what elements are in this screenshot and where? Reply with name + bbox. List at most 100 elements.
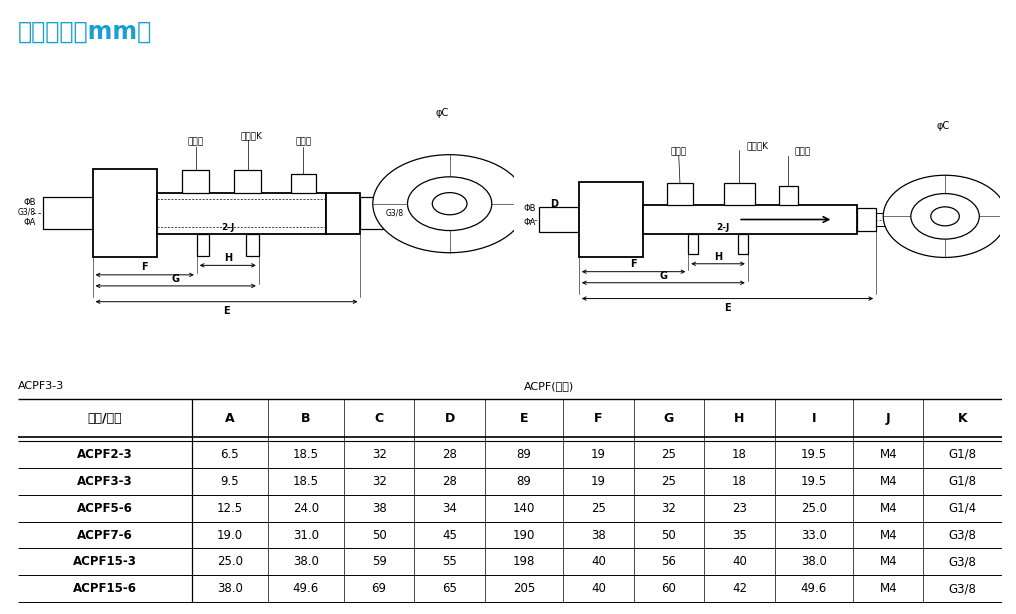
Circle shape	[910, 193, 979, 239]
Text: D: D	[550, 199, 558, 209]
Text: 50: 50	[661, 529, 677, 542]
Text: M4: M4	[880, 556, 897, 569]
Text: 23: 23	[732, 502, 747, 515]
Text: 38: 38	[591, 529, 606, 542]
Text: 59: 59	[372, 556, 386, 569]
Text: G1/4: G1/4	[949, 502, 976, 515]
Text: ACPF3-3: ACPF3-3	[18, 381, 65, 391]
Text: 6.5: 6.5	[220, 448, 239, 461]
Circle shape	[931, 207, 959, 226]
Text: 型号/尺寸: 型号/尺寸	[87, 411, 122, 424]
Text: E: E	[520, 411, 528, 424]
Text: 18: 18	[732, 475, 747, 488]
Bar	[666, 183, 693, 205]
Text: 18.5: 18.5	[293, 475, 319, 488]
Text: 2-J: 2-J	[716, 222, 729, 231]
Text: ΦA: ΦA	[524, 218, 536, 227]
Text: 65: 65	[442, 582, 457, 595]
Text: ACPF15-6: ACPF15-6	[73, 582, 137, 595]
Text: M4: M4	[880, 448, 897, 461]
Bar	[326, 193, 361, 234]
Text: 9.5: 9.5	[220, 475, 239, 488]
Bar	[291, 174, 316, 193]
Text: 排气口: 排气口	[795, 147, 811, 156]
Text: 40: 40	[591, 582, 606, 595]
Text: φC: φC	[936, 121, 949, 131]
Text: 供气口K: 供气口K	[241, 131, 262, 141]
Text: ACPF5-6: ACPF5-6	[77, 502, 133, 515]
Text: ACPF3-3: ACPF3-3	[77, 475, 133, 488]
Bar	[157, 193, 326, 234]
Text: 38.0: 38.0	[216, 582, 243, 595]
Text: 205: 205	[513, 582, 535, 595]
Text: J: J	[886, 411, 890, 424]
Bar	[724, 183, 755, 205]
Text: H: H	[714, 252, 722, 262]
Text: ACPF(其他): ACPF(其他)	[524, 381, 574, 391]
Text: G: G	[659, 271, 668, 281]
Text: H: H	[735, 411, 745, 424]
Text: 35: 35	[732, 529, 747, 542]
Text: E: E	[724, 303, 731, 313]
Bar	[234, 171, 261, 193]
Text: 32: 32	[372, 448, 386, 461]
Text: 40: 40	[732, 556, 747, 569]
Text: G3/8: G3/8	[385, 209, 403, 218]
Bar	[92, 169, 157, 257]
Text: M4: M4	[880, 529, 897, 542]
Text: 34: 34	[442, 502, 457, 515]
Text: 49.6: 49.6	[293, 582, 319, 595]
Text: G: G	[172, 274, 180, 284]
Text: 40: 40	[591, 556, 606, 569]
Text: H: H	[224, 254, 232, 263]
Text: G1/8: G1/8	[949, 448, 976, 461]
Text: 18.5: 18.5	[293, 448, 319, 461]
Text: G1/8: G1/8	[949, 475, 976, 488]
Text: M4: M4	[880, 475, 897, 488]
Text: E: E	[224, 306, 230, 316]
Text: 55: 55	[442, 556, 457, 569]
Text: 89: 89	[516, 448, 531, 461]
Text: 24.0: 24.0	[293, 502, 319, 515]
Circle shape	[373, 155, 526, 253]
Text: G3/8: G3/8	[949, 529, 976, 542]
Text: 190: 190	[513, 529, 535, 542]
Text: 19.5: 19.5	[801, 448, 827, 461]
Text: 32: 32	[372, 475, 386, 488]
Text: φC: φC	[436, 108, 449, 119]
Text: 69: 69	[372, 582, 387, 595]
Text: 31.0: 31.0	[293, 529, 319, 542]
Text: G: G	[663, 411, 674, 424]
Text: C: C	[375, 411, 384, 424]
Circle shape	[883, 175, 1007, 257]
Text: 真空口: 真空口	[671, 147, 687, 156]
Text: 32: 32	[661, 502, 677, 515]
Text: F: F	[141, 262, 148, 272]
Text: 供气口K: 供气口K	[746, 141, 768, 150]
Text: ACPF2-3: ACPF2-3	[77, 448, 133, 461]
Bar	[182, 171, 209, 193]
Text: 60: 60	[661, 582, 677, 595]
Text: M4: M4	[880, 502, 897, 515]
Text: 49.6: 49.6	[801, 582, 827, 595]
Bar	[739, 234, 748, 254]
Text: 45: 45	[442, 529, 457, 542]
Text: 38.0: 38.0	[293, 556, 319, 569]
Text: 2-J: 2-J	[221, 222, 235, 231]
Text: F: F	[630, 258, 637, 269]
Text: 25.0: 25.0	[801, 502, 827, 515]
Text: M4: M4	[880, 582, 897, 595]
Text: 19: 19	[591, 475, 606, 488]
Text: 33.0: 33.0	[801, 529, 827, 542]
Bar	[688, 234, 698, 254]
Text: B: B	[301, 411, 311, 424]
Text: G3/8: G3/8	[949, 582, 976, 595]
Text: 19.0: 19.0	[216, 529, 243, 542]
Bar	[643, 205, 858, 234]
Text: ACPF7-6: ACPF7-6	[77, 529, 133, 542]
Text: 38.0: 38.0	[801, 556, 827, 569]
Bar	[538, 207, 579, 232]
Text: G3/8: G3/8	[949, 556, 976, 569]
Text: 28: 28	[442, 475, 457, 488]
Text: ACPF15-3: ACPF15-3	[73, 556, 137, 569]
